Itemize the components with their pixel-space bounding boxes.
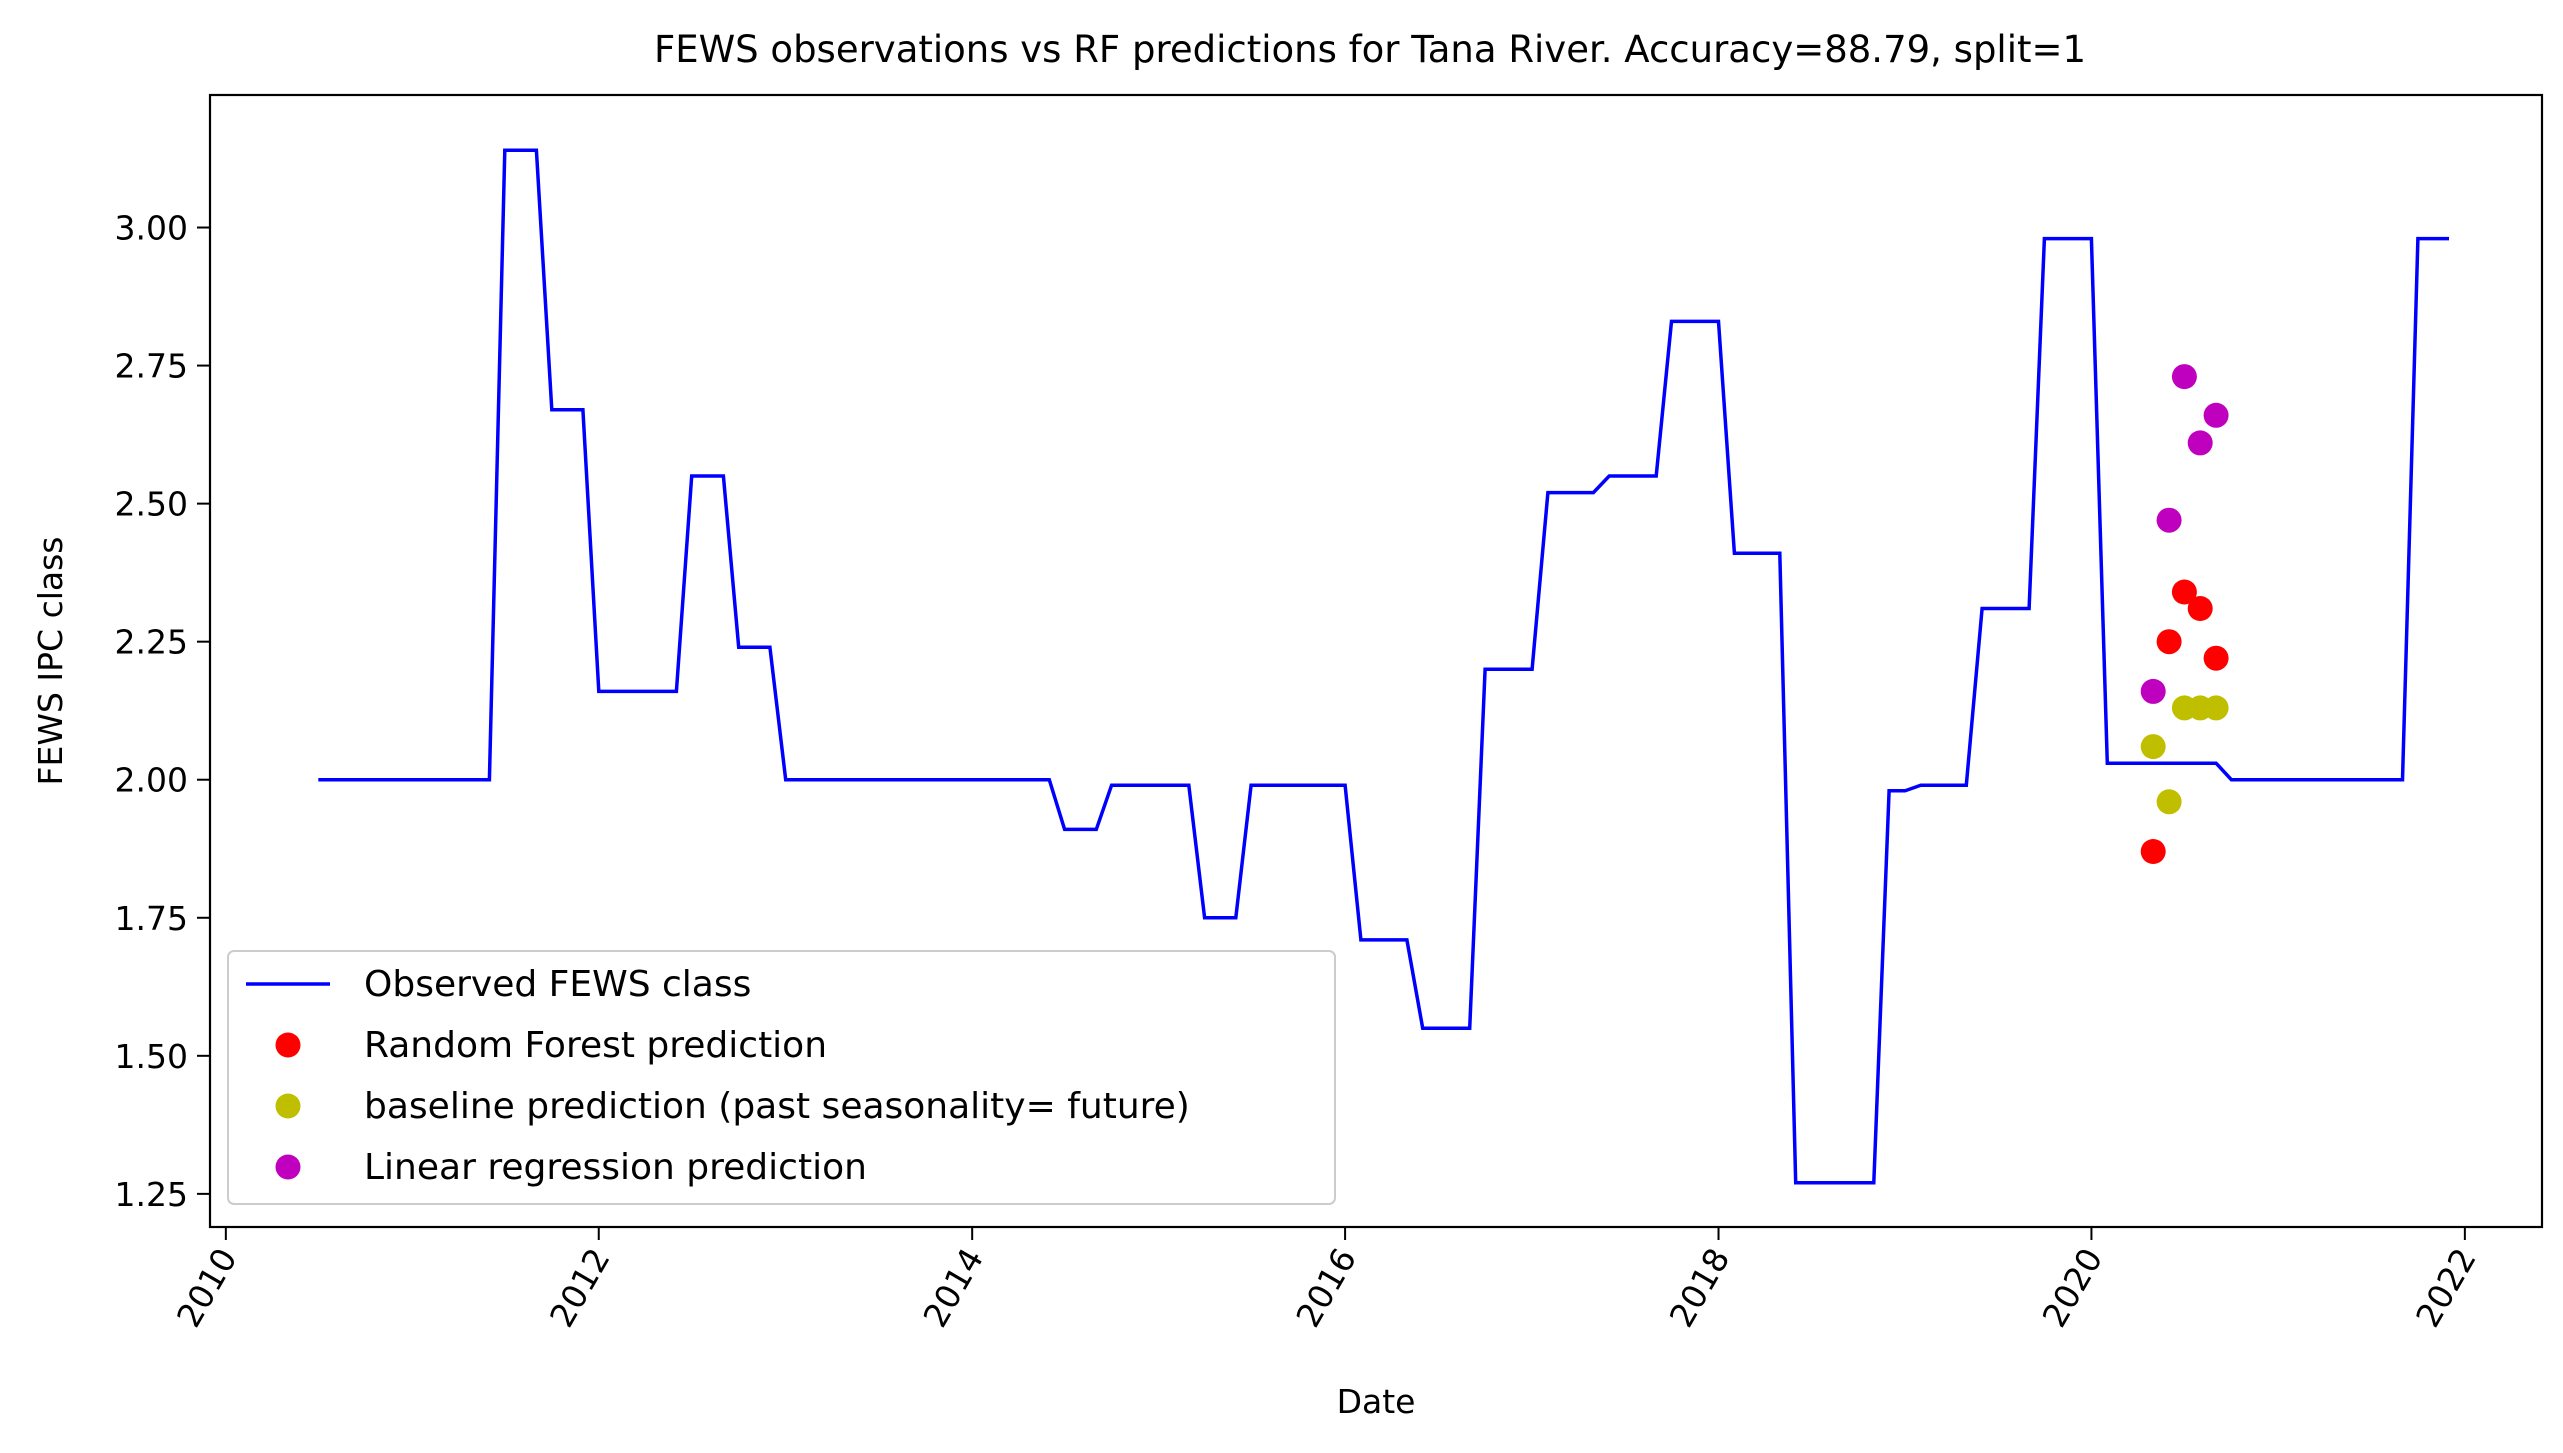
legend-marker-swatch	[275, 1093, 301, 1119]
plot-area	[318, 148, 2449, 1185]
x-axis-label: Date	[1337, 1382, 1416, 1421]
plot-frame	[208, 93, 2544, 1229]
series-1-point	[2140, 839, 2166, 864]
series-1-point	[2156, 629, 2182, 655]
y-tick-label: 2.75	[115, 347, 188, 386]
y-tick-label: 1.50	[115, 1037, 188, 1076]
legend-box	[227, 950, 1336, 1205]
legend-marker-swatch	[275, 1154, 301, 1180]
legend: Observed FEWS class Random Forest predict…	[227, 950, 1336, 1205]
y-tick-label: 2.50	[115, 485, 188, 524]
series-3-point	[2156, 507, 2182, 533]
series-3-point	[2140, 678, 2166, 704]
y-tick-label: 2.25	[115, 623, 188, 662]
legend-marker-swatch	[275, 1032, 301, 1058]
series-3-point	[2203, 402, 2229, 428]
series-2-point	[2203, 695, 2229, 721]
series-1-point	[2171, 579, 2197, 605]
y-axis: 1.25 1.50 1.75 2.00 2.25 2.50 2.75 3.00	[115, 209, 210, 1214]
legend-label: Linear regression prediction	[364, 1147, 867, 1188]
series-line-observed	[318, 148, 2449, 1185]
y-tick-label: 2.00	[115, 761, 188, 800]
series-3-point	[2187, 430, 2213, 456]
legend-label: baseline prediction (past seasonality= f…	[364, 1086, 1190, 1127]
y-tick-label: 1.25	[115, 1175, 188, 1214]
y-axis-label: FEWS IPC class	[31, 537, 70, 786]
series-1-point	[2203, 645, 2229, 671]
series-2-point	[2156, 789, 2182, 815]
y-tick-label: 3.00	[115, 209, 188, 248]
y-tick-label: 1.75	[115, 899, 188, 938]
chart-title: FEWS observations vs RF predictions for …	[654, 28, 2086, 71]
series-1-point	[2187, 596, 2213, 621]
series-2-point	[2140, 734, 2166, 760]
legend-label: Random Forest prediction	[364, 1025, 827, 1066]
legend-label: Observed FEWS class	[364, 964, 751, 1005]
series-3-point	[2171, 364, 2197, 390]
